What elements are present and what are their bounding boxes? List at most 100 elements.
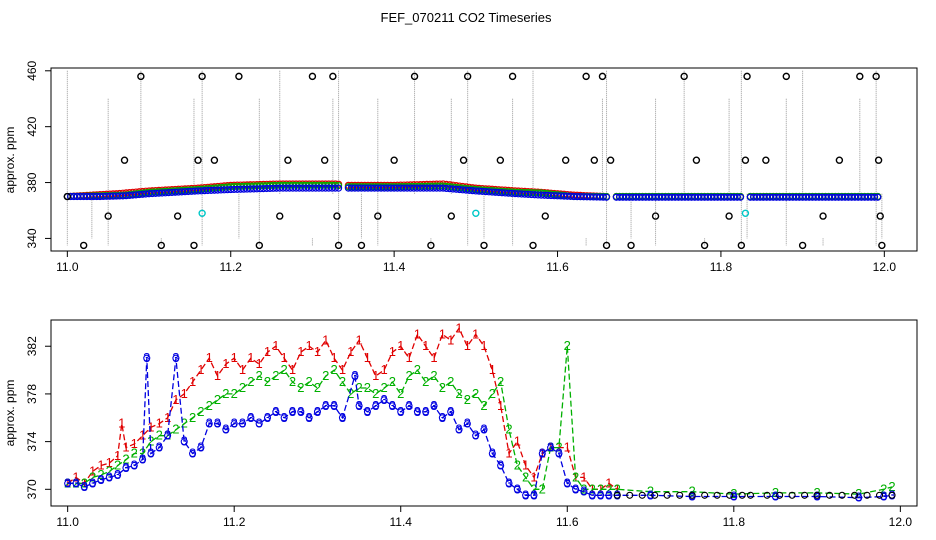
top-outlier-point: [737, 241, 746, 250]
bottom-series-3-circle: [413, 408, 421, 416]
bottom-series-3-circle: [880, 492, 888, 501]
bottom-series-3-marker: 3: [189, 446, 196, 461]
bottom-series-3-circle: [588, 491, 596, 499]
bottom-series-3-marker: 3: [855, 490, 862, 505]
bottom-series-2-marker: 2: [114, 457, 121, 472]
bottom-series-2-marker: 2: [389, 374, 396, 389]
bottom-series-3-marker: 3: [64, 475, 71, 490]
bottom-series-1-marker: 1: [447, 332, 454, 347]
bottom-series-3-marker: 3: [81, 479, 88, 494]
bottom-series-3-circle: [405, 402, 413, 410]
bottom-series-2-marker: 2: [472, 386, 479, 401]
bottom-series-1-marker: 1: [81, 475, 88, 490]
bottom-series-3-marker: 3: [239, 416, 246, 431]
bottom-series-3-marker: 3: [351, 368, 358, 383]
bottom-series-3-marker: 3: [564, 475, 571, 490]
bottom-series-2-marker: 2: [564, 338, 571, 353]
bottom-series-1-marker: 1: [172, 392, 179, 407]
bottom-y-tick-label: 382: [25, 336, 39, 356]
bottom-black-circle: [738, 491, 746, 499]
bottom-series-3-circle: [605, 491, 613, 499]
top-outlier-point: [137, 72, 145, 81]
bottom-series-2-marker: 2: [306, 374, 313, 389]
top-outlier-point: [427, 241, 435, 250]
bottom-series-2-marker: 2: [72, 475, 79, 490]
bottom-series-1-marker: 1: [614, 481, 621, 496]
bottom-series-3-marker: 3: [164, 428, 171, 443]
bottom-series-3-circle: [238, 420, 247, 428]
bottom-series-3-circle: [105, 473, 113, 481]
bottom-series-1-marker: 1: [106, 455, 113, 470]
bottom-series-2-marker: 2: [589, 481, 596, 496]
top-outlier-point: [856, 72, 864, 81]
bottom-series-1-marker: 1: [339, 362, 346, 377]
top-outlier-point: [496, 156, 505, 164]
bottom-series-3-marker: 3: [256, 416, 263, 431]
bottom-series-3-circle: [143, 354, 151, 362]
bottom-series-3-marker: 3: [380, 392, 387, 407]
bottom-series-3-marker: 3: [214, 416, 221, 431]
bottom-series-1-marker: 1: [72, 469, 79, 484]
bottom-series-3-marker: 3: [72, 475, 79, 490]
bottom-series-3-circle: [263, 414, 272, 422]
bottom-black-circle: [613, 491, 621, 499]
bottom-series-2-marker: 2: [880, 481, 887, 496]
bottom-series-3-circle: [397, 408, 405, 416]
bottom-series-3-marker: 3: [880, 488, 887, 503]
top-outlier-point: [463, 72, 472, 81]
bottom-series-1-marker: 1: [214, 368, 221, 383]
top-outlier-point: [357, 241, 366, 250]
bottom-series-2-marker: 2: [164, 428, 171, 443]
bottom-series-3-marker: 3: [547, 440, 554, 455]
bottom-series-1-marker: 1: [147, 419, 154, 434]
top-outlier-point: [329, 72, 337, 81]
bottom-series-1-marker: 1: [156, 416, 163, 431]
top-outlier-point: [334, 241, 343, 250]
bottom-black-circle: [801, 491, 809, 499]
top-y-axis-label: approx. ppm: [3, 127, 17, 194]
bottom-series-2-marker: 2: [89, 469, 96, 484]
bottom-series-1-marker: 1: [330, 350, 337, 365]
bottom-series-3-marker: 3: [139, 452, 146, 467]
top-outlier-point: [79, 241, 88, 250]
bottom-series-3-circle: [422, 408, 430, 416]
bottom-series-3-circle: [139, 455, 147, 464]
bottom-series-1-marker: 1: [189, 374, 196, 389]
bottom-series-3-line: [67, 358, 893, 499]
bottom-x-axis: 11.0 11.2 11.4 11.6 11.8 12.0: [56, 506, 912, 529]
bottom-series-2-marker: 2: [339, 374, 346, 389]
bottom-black-markers: [64, 354, 896, 502]
bottom-series-1-marker: 1: [422, 338, 429, 353]
bottom-black-circle: [838, 491, 846, 499]
bottom-series-3-marker: 3: [397, 404, 404, 419]
bottom-black-circle: [626, 491, 634, 499]
top-outlier-point: [835, 156, 844, 164]
top-outlier-point: [320, 156, 329, 164]
bottom-series-1-marker: 1: [455, 320, 462, 335]
bottom-series-3-circle: [538, 449, 546, 458]
bottom-series-1-marker: 1: [355, 332, 362, 347]
top-outlier-point: [874, 156, 883, 164]
bottom-series-3-marker: 3: [222, 422, 229, 437]
bottom-series-1-marker: 1: [314, 344, 321, 359]
top-outlier-point: [602, 241, 611, 250]
bottom-series-3-marker: 3: [231, 416, 238, 431]
top-outlier-point: [782, 72, 790, 81]
bottom-series-1-marker: 1: [414, 326, 421, 341]
bottom-series-3-circle: [172, 354, 180, 362]
bottom-series-3-circle: [147, 449, 155, 458]
top-outlier-point: [627, 241, 635, 250]
bottom-series-1-marker: 1: [605, 475, 612, 490]
bottom-series-3-marker: 3: [156, 440, 163, 455]
top-series-3-point: [599, 193, 607, 201]
bottom-series-3-marker: 3: [730, 488, 737, 503]
bottom-series-3-circle: [447, 408, 455, 416]
bottom-y-tick-label: 374: [25, 431, 39, 451]
top-outlier-point: [157, 241, 165, 250]
bottom-series-3-marker: 3: [281, 410, 288, 425]
bottom-series-3-marker: 3: [497, 457, 504, 472]
top-x-axis: 11.0 11.2 11.4 11.6 11.8 12.0: [56, 251, 896, 274]
top-series-3-point: [334, 184, 343, 192]
bottom-series-3-marker: 3: [472, 428, 479, 443]
bottom-series-2-marker: 2: [489, 386, 496, 401]
